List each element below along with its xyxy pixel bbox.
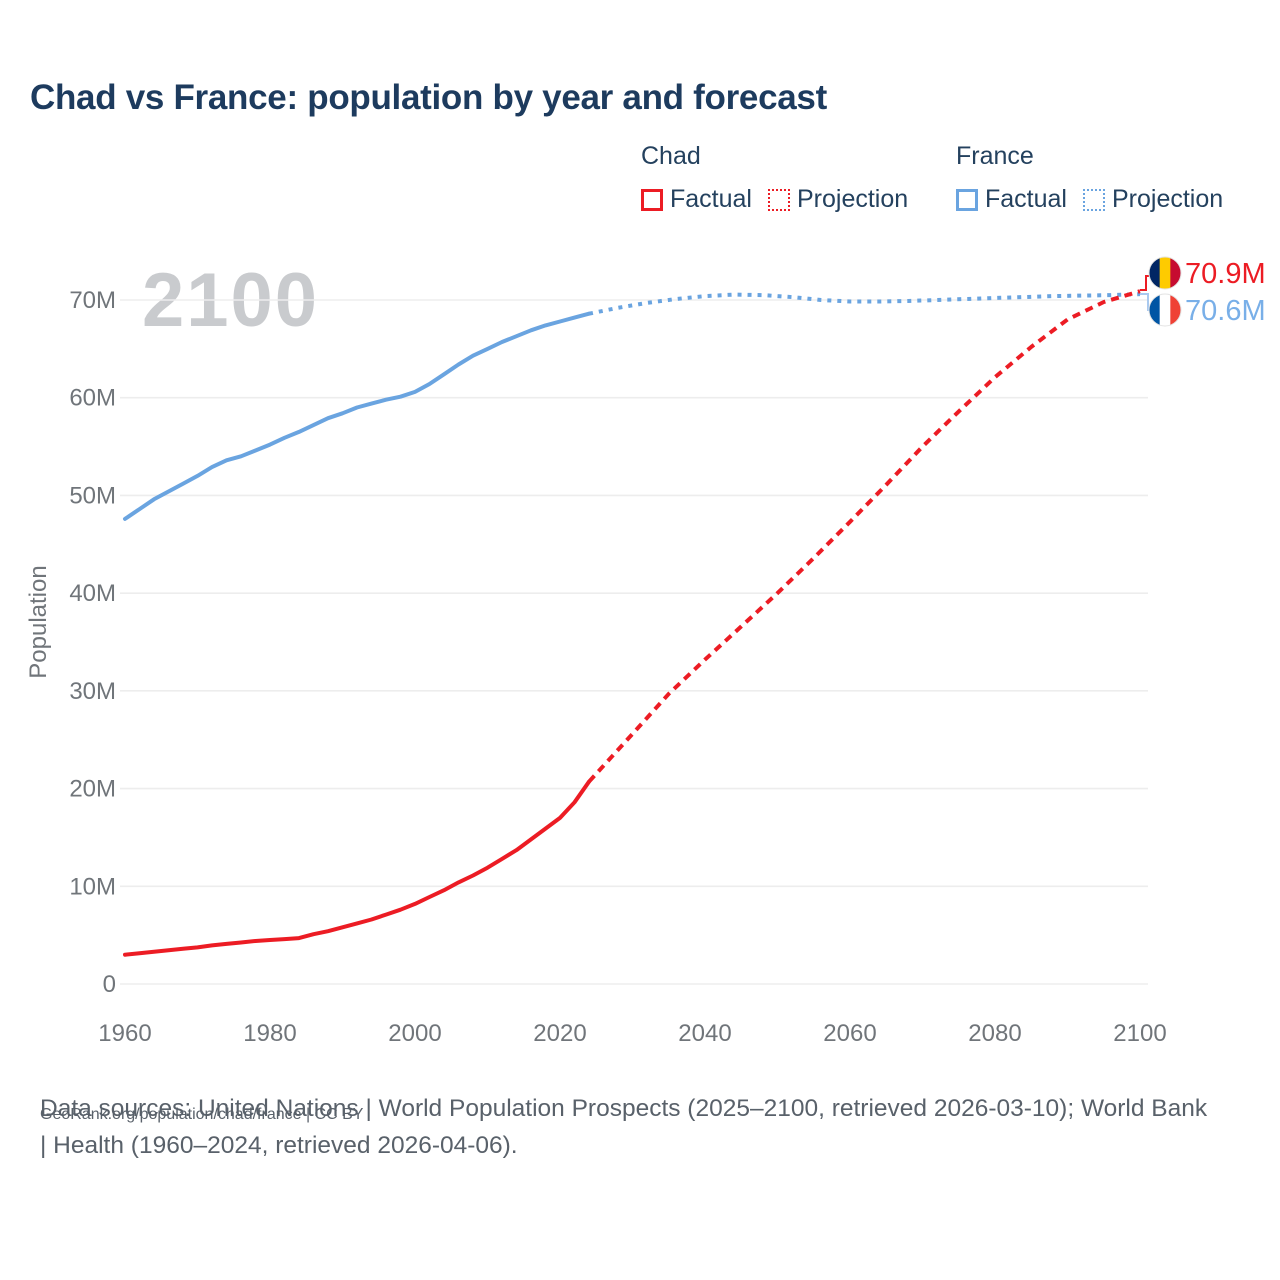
y-tick-label: 0 xyxy=(103,971,116,998)
x-tick-label: 2100 xyxy=(1113,1020,1166,1047)
legend-item-label: Factual xyxy=(985,185,1067,213)
y-tick-label: 60M xyxy=(69,385,116,412)
france-projection-line xyxy=(588,292,1141,316)
attribution-text: GeoRank.org/population/chad/france | CC … xyxy=(40,1106,364,1123)
legend-item-chad-projection[interactable]: Projection xyxy=(767,185,909,214)
x-tick-label: 1980 xyxy=(243,1020,296,1047)
y-tick-label: 10M xyxy=(69,873,116,900)
y-tick-label: 30M xyxy=(69,678,116,705)
chad-projection-swatch-icon xyxy=(767,188,790,211)
x-tick-label: 2060 xyxy=(823,1020,876,1047)
chad-label-connector xyxy=(1140,275,1150,291)
data-sources-text: Data sources: United Nations | World Pop… xyxy=(40,1095,1208,1159)
y-axis-title: Population xyxy=(25,565,52,678)
x-tick-label: 2040 xyxy=(678,1020,731,1047)
france-flag-icon xyxy=(1149,294,1181,326)
page-title: Chad vs France: population by year and f… xyxy=(30,78,827,117)
y-tick-label: 50M xyxy=(69,482,116,509)
x-tick-label: 1960 xyxy=(98,1020,151,1047)
footer: Data sources: United Nations | World Pop… xyxy=(0,1090,1280,1280)
legend-item-france-factual[interactable]: Factual xyxy=(956,185,1067,214)
legend-title-chad: Chad xyxy=(641,142,701,170)
legend-item-label: Projection xyxy=(1111,185,1224,213)
france-projection-swatch-icon xyxy=(1082,188,1105,211)
chad-flag-icon-ring xyxy=(1148,256,1182,290)
legend-item-france-projection[interactable]: Projection xyxy=(1082,185,1224,214)
y-tick-label: 40M xyxy=(69,580,116,607)
legend-title-france: France xyxy=(956,142,1034,170)
y-tick-label: 70M xyxy=(69,287,116,314)
legend-items-france: Factual Projection xyxy=(956,185,1223,214)
legend-item-label: Projection xyxy=(796,185,909,213)
chad-flag-icon xyxy=(1149,257,1181,289)
france-factual-swatch-icon xyxy=(956,188,978,211)
x-tick-label: 2020 xyxy=(533,1020,586,1047)
x-tick-label: 2080 xyxy=(968,1020,1021,1047)
france-flag-icon-ring xyxy=(1148,293,1182,327)
france-factual-line xyxy=(123,311,591,521)
france-label-connector xyxy=(1140,293,1150,311)
chad-factual-swatch-icon xyxy=(641,188,663,211)
chad-end-value-label: 70.9M xyxy=(1185,258,1266,290)
legend-group-chad: Chad Factual Projection xyxy=(641,142,908,214)
legend-items-chad: Factual Projection xyxy=(641,185,908,214)
legend-item-chad-factual[interactable]: Factual xyxy=(641,185,752,214)
chad-factual-line xyxy=(123,779,591,957)
chad-projection-line xyxy=(587,289,1141,784)
france-end-value-label: 70.6M xyxy=(1185,295,1266,327)
legend-item-label: Factual xyxy=(670,185,752,213)
y-tick-label: 20M xyxy=(69,776,116,803)
legend-group-france: France Factual Projection xyxy=(956,142,1223,214)
x-tick-label: 2000 xyxy=(388,1020,441,1047)
